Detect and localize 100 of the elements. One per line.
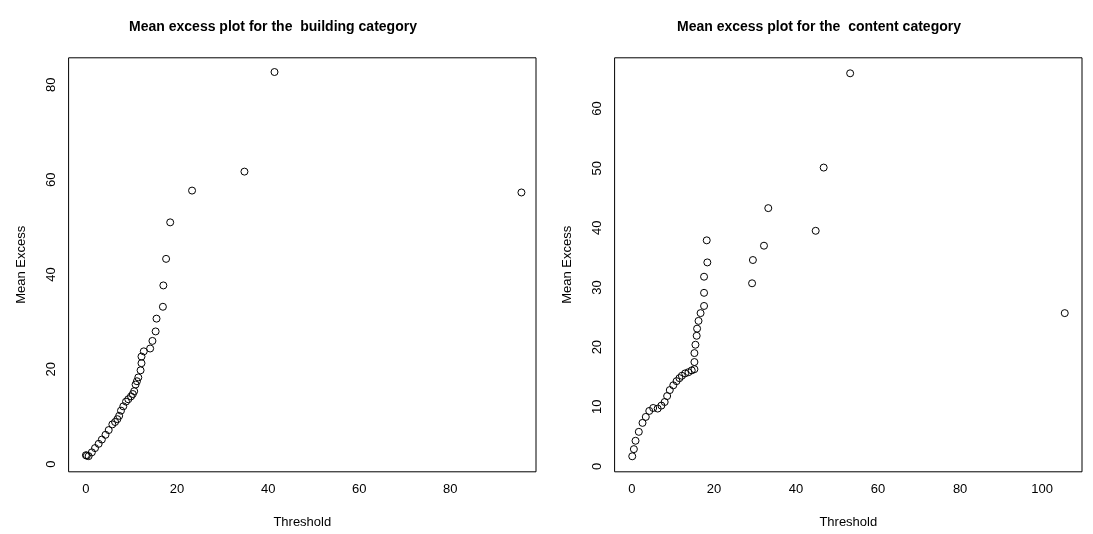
point (119, 402, 128, 411)
point (84, 452, 93, 461)
x-tick-label: 60 (352, 481, 367, 497)
point (159, 281, 168, 290)
point (703, 258, 712, 267)
point (684, 368, 693, 377)
y-axis-title: Mean Excess (559, 225, 575, 304)
point (690, 349, 699, 358)
point (653, 404, 662, 413)
point (124, 395, 133, 404)
point (137, 359, 146, 368)
point (162, 254, 171, 263)
x-axis-title: Threshold (273, 513, 332, 529)
point (681, 369, 690, 378)
x-tick-label: 0 (82, 481, 90, 497)
point (134, 373, 143, 382)
point (629, 445, 638, 454)
chart-title: Mean excess plot for the content category (677, 18, 962, 35)
y-tick-label: 0 (42, 460, 58, 468)
x-axis-title: Threshold (819, 513, 878, 529)
point (759, 241, 768, 250)
y-tick-label: 40 (42, 267, 58, 282)
point (146, 344, 155, 353)
point (270, 68, 279, 77)
x-tick-label: 80 (952, 481, 968, 497)
point (691, 340, 700, 349)
point (116, 406, 125, 415)
point (94, 439, 103, 448)
point (151, 327, 160, 336)
point (700, 272, 709, 281)
point (188, 186, 197, 195)
y-tick-label: 20 (588, 339, 604, 355)
x-tick-label: 60 (870, 481, 886, 497)
point (166, 218, 175, 227)
chart-title: Mean excess plot for the building category (129, 18, 418, 35)
x-tick-label: 40 (260, 481, 276, 497)
y-tick-label: 40 (588, 220, 604, 236)
point (846, 69, 855, 78)
y-tick-label: 20 (42, 362, 58, 377)
y-tick-label: 60 (588, 101, 604, 116)
point (677, 371, 686, 380)
point (87, 448, 96, 457)
point (748, 279, 757, 288)
point (665, 386, 674, 395)
x-tick-label: 20 (169, 481, 185, 497)
point (748, 256, 757, 265)
x-tick-label: 40 (788, 481, 804, 497)
point (131, 380, 140, 389)
y-tick-label: 60 (42, 172, 58, 187)
point (675, 374, 684, 383)
point (148, 336, 157, 345)
point (669, 381, 678, 390)
point (122, 397, 130, 406)
point (649, 403, 658, 412)
point (1060, 309, 1069, 318)
point (91, 444, 100, 453)
x-tick-label: 100 (1031, 481, 1054, 497)
point (660, 398, 669, 407)
y-axis-title: Mean Excess (13, 225, 29, 304)
point (663, 392, 672, 401)
y-tick-label: 30 (588, 280, 604, 295)
point (97, 435, 106, 444)
point (696, 309, 705, 318)
point (111, 418, 120, 427)
point (104, 426, 113, 435)
y-tick-label: 50 (588, 160, 604, 176)
point (672, 377, 681, 386)
point (158, 302, 167, 311)
x-tick-label: 80 (443, 481, 458, 497)
point (819, 163, 828, 172)
point (690, 365, 699, 374)
point (240, 167, 249, 176)
point (687, 366, 696, 375)
y-tick-label: 10 (588, 399, 604, 415)
point (693, 324, 702, 333)
point (152, 314, 161, 323)
x-tick-label: 20 (706, 481, 722, 497)
point (115, 411, 124, 420)
point (690, 358, 699, 367)
point (764, 204, 773, 213)
point (130, 387, 139, 396)
point (700, 288, 709, 297)
point (136, 366, 145, 375)
point (700, 301, 709, 310)
point (694, 316, 703, 325)
point (108, 420, 117, 429)
point (638, 418, 647, 427)
point (811, 226, 820, 235)
x-tick-label: 0 (628, 481, 636, 497)
point (702, 236, 711, 245)
y-tick-label: 0 (588, 462, 604, 471)
point (113, 415, 122, 424)
point (692, 331, 701, 340)
point (517, 188, 526, 197)
point (132, 377, 141, 386)
point (101, 430, 110, 439)
point (645, 406, 654, 415)
point (641, 412, 650, 421)
point (628, 452, 637, 461)
point (631, 436, 640, 445)
